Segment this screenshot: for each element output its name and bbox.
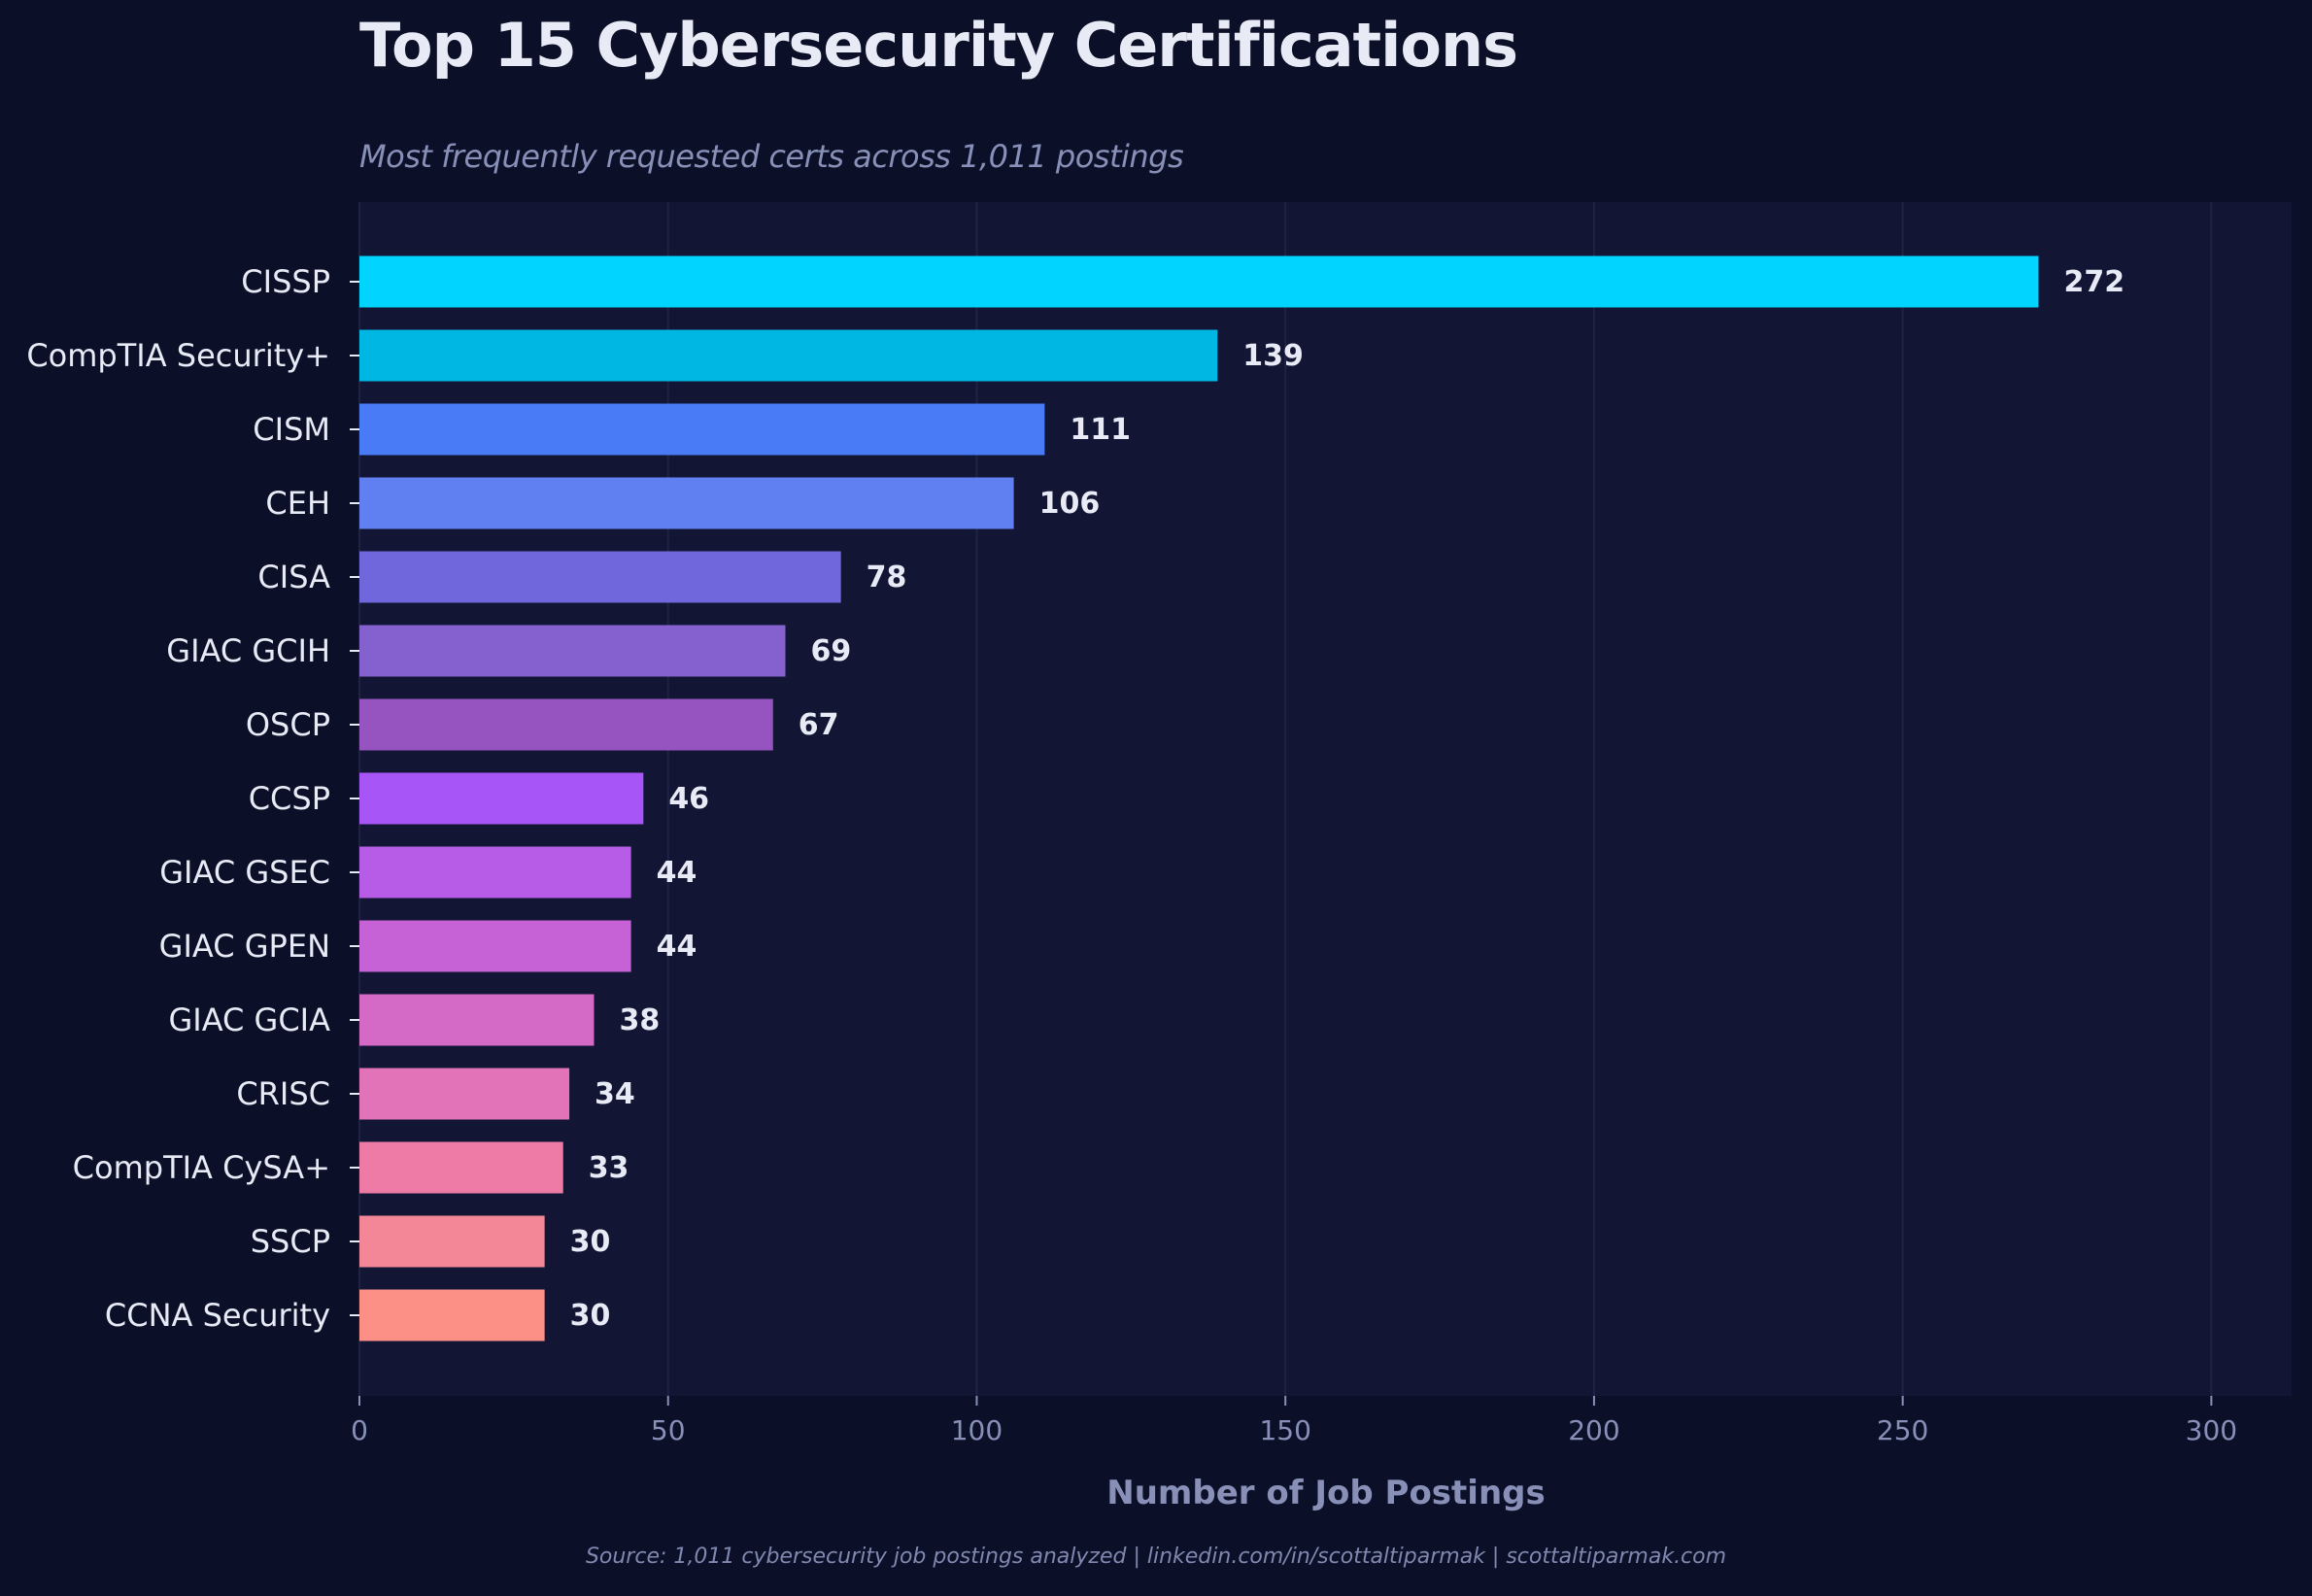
gridlines bbox=[358, 202, 2213, 1396]
bar bbox=[359, 625, 786, 677]
x-tick-label: 50 bbox=[651, 1414, 686, 1446]
y-tick-label: CCSP bbox=[249, 780, 330, 817]
y-axis-labels: CISSP CompTIA Security+ CISM CEH CISA GIAC GC… bbox=[26, 263, 359, 1334]
bar-value-label: 34 bbox=[595, 1077, 635, 1111]
y-tick-label: CISSP bbox=[241, 263, 330, 300]
bar bbox=[359, 1215, 545, 1268]
bar-value-label: 111 bbox=[1070, 413, 1131, 447]
chart-subtitle: Most frequently requested certs across 1… bbox=[359, 138, 1184, 175]
bar bbox=[359, 1141, 563, 1194]
bars: 272 139 111 106 78 69 67 46 44 44 38 34 33 30 30 bbox=[359, 255, 2125, 1341]
y-tick-label: GIAC GPEN bbox=[159, 928, 330, 965]
bar bbox=[359, 772, 644, 825]
bar-value-label: 46 bbox=[668, 782, 709, 816]
bar-value-label: 106 bbox=[1039, 487, 1101, 521]
bar-value-label: 78 bbox=[867, 560, 907, 594]
y-tick-label: GIAC GCIA bbox=[168, 1002, 330, 1038]
bar bbox=[359, 329, 1218, 382]
x-axis-ticks: 0 50 100 150 200 250 300 bbox=[351, 1396, 2237, 1446]
bar bbox=[359, 920, 631, 972]
x-axis-label: Number of Job Postings bbox=[1106, 1474, 1545, 1512]
bar bbox=[359, 1289, 545, 1341]
y-tick-label: CEH bbox=[265, 485, 330, 522]
chart-title: Top 15 Cybersecurity Certifications bbox=[359, 10, 1518, 81]
x-tick-label: 100 bbox=[951, 1414, 1003, 1446]
y-tick-label: CCNA Security bbox=[105, 1297, 330, 1334]
bar-value-label: 139 bbox=[1242, 339, 1304, 373]
y-tick-label: SSCP bbox=[251, 1223, 330, 1260]
y-tick-label: CISM bbox=[253, 411, 330, 448]
bar-value-label: 272 bbox=[2063, 265, 2125, 299]
bar bbox=[359, 1068, 570, 1120]
y-tick-label: CRISC bbox=[236, 1075, 330, 1112]
plot-area bbox=[359, 202, 2292, 1396]
x-tick-label: 200 bbox=[1568, 1414, 1619, 1446]
bar-value-label: 69 bbox=[810, 634, 851, 668]
y-tick-label: CISA bbox=[257, 559, 330, 595]
y-tick-label: GIAC GSEC bbox=[159, 854, 330, 891]
bar bbox=[359, 698, 773, 751]
y-tick-label: CompTIA CySA+ bbox=[73, 1149, 330, 1186]
bar-value-label: 67 bbox=[799, 708, 839, 742]
bar bbox=[359, 403, 1045, 456]
source-footnote: Source: 1,011 cybersecurity job postings… bbox=[585, 1545, 1727, 1569]
bar bbox=[359, 255, 2039, 308]
bar-value-label: 33 bbox=[589, 1151, 629, 1185]
bar-value-label: 44 bbox=[657, 930, 697, 964]
x-tick-label: 0 bbox=[351, 1414, 368, 1446]
x-tick-label: 150 bbox=[1259, 1414, 1310, 1446]
bar bbox=[359, 846, 631, 899]
bar-value-label: 44 bbox=[657, 856, 697, 890]
bar-value-label: 30 bbox=[570, 1225, 611, 1259]
bar-value-label: 38 bbox=[619, 1003, 660, 1037]
y-tick-label: GIAC GCIH bbox=[166, 632, 330, 669]
x-tick-label: 300 bbox=[2186, 1414, 2237, 1446]
x-tick-label: 250 bbox=[1877, 1414, 1928, 1446]
bar-value-label: 30 bbox=[570, 1299, 611, 1333]
bar bbox=[359, 994, 595, 1046]
bar bbox=[359, 551, 841, 603]
bar bbox=[359, 477, 1014, 529]
y-tick-label: OSCP bbox=[246, 706, 330, 743]
y-tick-label: CompTIA Security+ bbox=[26, 337, 330, 374]
